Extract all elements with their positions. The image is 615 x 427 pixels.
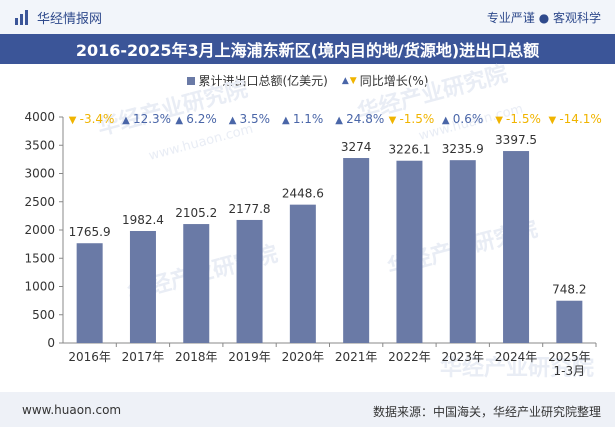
x-tick-label: 2022年	[388, 350, 431, 364]
watermark-text: 华经产业研究院	[440, 355, 594, 381]
bar	[183, 224, 210, 343]
y-tick-label: 3000	[24, 167, 55, 181]
legend-total-label: 累计进出口总额(亿美元)	[198, 74, 328, 88]
growth-value-label: 0.6%	[453, 112, 484, 126]
bar	[76, 243, 103, 343]
growth-up-icon: ▲	[122, 115, 130, 126]
bar-value-label: 2105.2	[175, 206, 217, 220]
x-tick-label: 2016年	[68, 350, 111, 364]
bar-value-label: 3397.5	[495, 133, 537, 147]
growth-value-label: -1.5%	[399, 112, 434, 126]
brand[interactable]: 华经情报网	[14, 8, 102, 27]
bar-chart: 华经产业研究院华经产业研究院华经产业研究院华经产业研究院华经产业研究院www.h…	[24, 61, 601, 381]
x-tick-label: 2021年	[335, 350, 378, 364]
footer: www.huaon.com 数据来源：中国海关，华经产业研究院整理	[0, 392, 615, 427]
bar-value-label: 3226.1	[388, 143, 430, 157]
y-tick-label: 1500	[24, 251, 55, 265]
growth-down-icon: ▼	[495, 115, 503, 126]
bar-value-label: 3235.9	[442, 142, 484, 156]
y-tick-label: 0	[47, 336, 55, 350]
legend-growth-label: 同比增长(%)	[359, 74, 429, 88]
x-tick-label: 2023年	[441, 350, 484, 364]
brand-name: 华经情报网	[37, 12, 103, 27]
y-tick-label: 3500	[24, 138, 55, 152]
growth-down-icon: ▼	[548, 115, 556, 126]
y-tick-label: 500	[32, 308, 55, 322]
growth-value-label: 3.5%	[240, 112, 270, 126]
growth-up-icon: ▲	[282, 115, 290, 126]
legend-bar-swatch	[186, 76, 195, 85]
bar	[289, 204, 316, 343]
bar-value-label: 1982.4	[122, 213, 164, 227]
y-tick-label: 1000	[24, 280, 55, 294]
growth-value-label: 24.8%	[346, 112, 384, 126]
growth-value-label: -1.5%	[506, 112, 541, 126]
y-tick-label: 2500	[24, 195, 55, 209]
top-bar: 华经情报网 专业严谨 ● 客观科学	[0, 0, 615, 34]
growth-value-label: 6.2%	[186, 112, 217, 126]
logo-icon	[15, 10, 28, 25]
growth-up-icon: ▲	[335, 115, 343, 126]
bar	[236, 219, 263, 343]
legend-down-icon: ▼	[349, 75, 357, 86]
footer-source: 数据来源：中国海关，华经产业研究院整理	[372, 405, 601, 419]
watermark-url: www.huaon.com	[147, 122, 255, 164]
bar	[129, 230, 156, 343]
growth-up-icon: ▲	[442, 115, 450, 126]
bar	[503, 151, 530, 343]
tagline: 专业严谨 ● 客观科学	[486, 11, 601, 25]
bar-value-label: 2177.8	[229, 202, 271, 216]
chart-title: 2016-2025年3月上海浦东新区(境内目的地/货源地)进出口总额	[75, 41, 540, 60]
bar	[449, 160, 476, 343]
x-tick-label: 2019年	[228, 350, 271, 364]
x-tick-label: 2018年	[175, 350, 218, 364]
x-tick-label: 2017年	[122, 350, 165, 364]
chart-title-bar: 2016-2025年3月上海浦东新区(境内目的地/货源地)进出口总额	[0, 34, 615, 64]
growth-value-label: 1.1%	[293, 112, 324, 126]
growth-value-label: -14.1%	[559, 112, 601, 126]
bar-value-label: 1765.9	[69, 225, 111, 239]
x-tick-label: 2025年	[548, 350, 591, 364]
bar-value-label: 3274	[341, 140, 372, 154]
bar-value-label: 2448.6	[282, 187, 324, 201]
growth-down-icon: ▼	[389, 115, 397, 126]
bar	[343, 158, 370, 343]
footer-url[interactable]: www.huaon.com	[22, 403, 122, 417]
legend-up-icon: ▲	[341, 75, 349, 86]
bar	[396, 160, 423, 343]
growth-up-icon: ▲	[175, 115, 183, 126]
x-tick-label: 2024年	[495, 350, 538, 364]
y-tick-label: 4000	[24, 110, 55, 124]
growth-up-icon: ▲	[229, 115, 237, 126]
bar-value-label: 748.2	[552, 283, 586, 297]
y-tick-label: 2000	[24, 223, 55, 237]
x-tick-label: 1-3月	[554, 364, 586, 378]
chart-legend: 累计进出口总额(亿美元) ▲ ▼ 同比增长(%)	[0, 72, 615, 89]
bar	[556, 300, 583, 343]
growth-value-label: -3.4%	[80, 112, 115, 126]
x-tick-label: 2020年	[282, 350, 325, 364]
growth-down-icon: ▼	[69, 115, 77, 126]
growth-value-label: 12.3%	[133, 112, 171, 126]
